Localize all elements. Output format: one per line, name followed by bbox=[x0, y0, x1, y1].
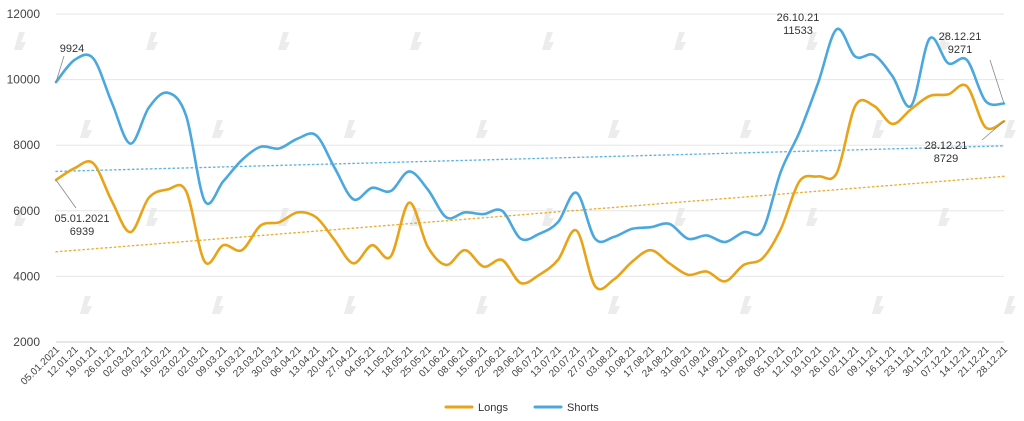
annotation-value: 9271 bbox=[948, 44, 972, 56]
watermark-layer bbox=[14, 32, 1016, 314]
series-line-shorts bbox=[54, 27, 1006, 244]
annotation-label: 28.12.21 bbox=[939, 31, 982, 43]
watermark-mark bbox=[608, 120, 620, 138]
watermark-mark bbox=[740, 296, 752, 314]
watermark-mark bbox=[14, 208, 26, 226]
watermark-mark bbox=[212, 296, 224, 314]
annotation-value: 11533 bbox=[783, 25, 813, 37]
watermark-mark bbox=[806, 208, 818, 226]
series-lines bbox=[54, 27, 1006, 291]
annotation-leader bbox=[55, 179, 77, 209]
watermark-mark bbox=[1004, 120, 1016, 138]
grid-layer bbox=[56, 13, 1004, 343]
watermark-mark bbox=[872, 296, 884, 314]
y-tick-label: 10000 bbox=[7, 73, 41, 87]
annotation-value: 8729 bbox=[934, 153, 958, 165]
legend-entry: Shorts bbox=[567, 402, 599, 414]
watermark-mark bbox=[938, 208, 950, 226]
watermark-mark bbox=[344, 120, 356, 138]
y-tick-label: 8000 bbox=[13, 138, 40, 152]
annotation-value: 6939 bbox=[70, 226, 94, 238]
watermark-mark bbox=[278, 32, 290, 50]
watermark-mark bbox=[608, 296, 620, 314]
y-tick-label: 6000 bbox=[13, 204, 40, 218]
annotation-leader bbox=[55, 55, 65, 83]
watermark-mark bbox=[146, 32, 158, 50]
watermark-mark bbox=[80, 296, 92, 314]
watermark-mark bbox=[938, 32, 950, 50]
annotation-label: 26.10.21 bbox=[777, 12, 820, 24]
watermark-mark bbox=[806, 32, 818, 50]
watermark-mark bbox=[146, 208, 158, 226]
y-tick-label: 2000 bbox=[13, 335, 40, 349]
trend-line bbox=[55, 175, 1005, 253]
legend-entry: Longs bbox=[478, 402, 508, 414]
trend-line bbox=[55, 145, 1005, 173]
watermark-mark bbox=[80, 120, 92, 138]
watermark-mark bbox=[1004, 296, 1016, 314]
watermark-mark bbox=[476, 296, 488, 314]
watermark-mark bbox=[872, 120, 884, 138]
watermark-mark bbox=[740, 120, 752, 138]
annotation-value: 9924 bbox=[60, 43, 84, 55]
annotation-label: 05.01.2021 bbox=[54, 213, 109, 225]
watermark-mark bbox=[674, 208, 686, 226]
trend-lines bbox=[55, 145, 1005, 253]
watermark-mark bbox=[14, 32, 26, 50]
watermark-mark bbox=[212, 120, 224, 138]
series-line-longs bbox=[54, 83, 1006, 291]
y-axis: 2000 4000 6000 8000 10000 12000 bbox=[7, 7, 41, 349]
watermark-mark bbox=[674, 32, 686, 50]
y-tick-label: 4000 bbox=[13, 269, 40, 283]
x-axis: 05.01.202112.01.2119.01.2126.01.2102.03.… bbox=[19, 344, 1010, 387]
annotation-label: 28.12.21 bbox=[925, 140, 968, 152]
watermark-mark bbox=[542, 32, 554, 50]
watermark-mark bbox=[476, 120, 488, 138]
annotation-leader bbox=[989, 59, 1005, 104]
legend: Longs Shorts bbox=[444, 402, 599, 414]
y-tick-label: 12000 bbox=[7, 7, 41, 21]
annotation-leader bbox=[981, 120, 1005, 141]
watermark-mark bbox=[410, 32, 422, 50]
watermark-mark bbox=[344, 296, 356, 314]
